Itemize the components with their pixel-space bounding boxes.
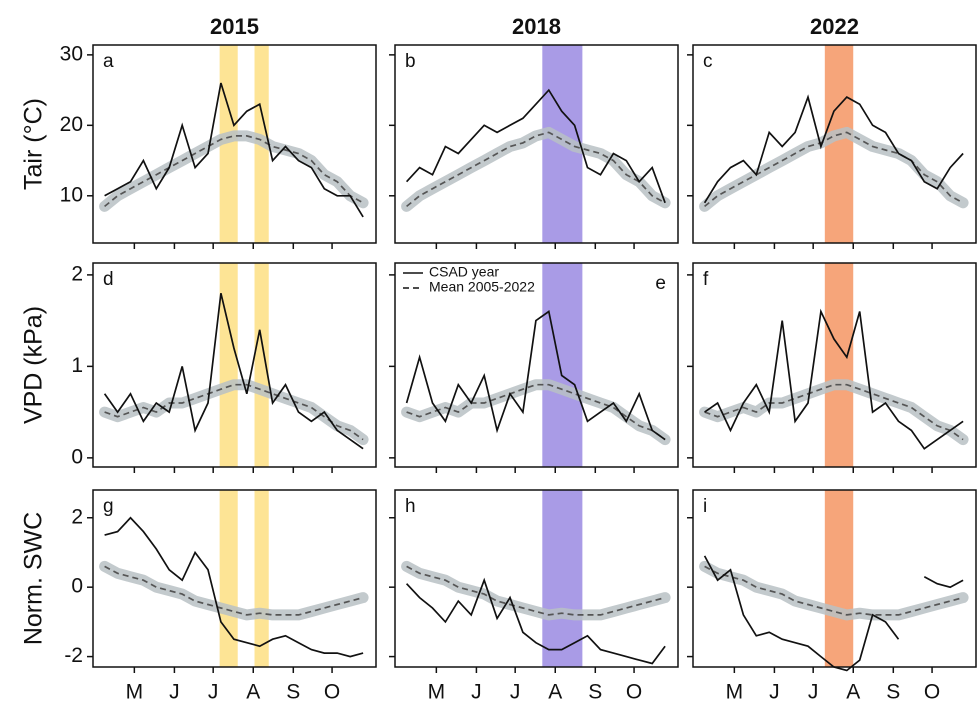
y-tick-label: 2: [71, 262, 83, 285]
highlight-band: [824, 263, 854, 467]
panel-frame: [394, 44, 679, 244]
line: [703, 555, 900, 672]
line: [704, 565, 964, 616]
band: [401, 126, 671, 212]
panel-frame: [92, 44, 377, 244]
y-axis-label: Norm. SWC: [20, 512, 48, 645]
panel-frame: [92, 489, 377, 668]
legend-label: Mean 2005-2022: [429, 279, 535, 295]
x-tick-label: A: [846, 681, 860, 704]
y-tick-label: 2: [71, 505, 83, 528]
x-tick-label: M: [726, 681, 744, 704]
line: [104, 135, 364, 208]
x-tick-label: J: [808, 681, 819, 704]
y-tick-label: 20: [60, 113, 83, 136]
panel: 0 1 2 VPD (kPa) d: [20, 262, 377, 473]
panel-frame: [394, 489, 679, 668]
panel: 2018 b: [389, 14, 679, 249]
panel-frame: [92, 262, 377, 468]
y-axis-label: VPD (kPa): [20, 306, 48, 424]
x-tick-label: S: [286, 681, 300, 704]
x-tick-label: S: [588, 681, 602, 704]
x-tick-label: J: [471, 681, 482, 704]
highlight-band: [542, 263, 583, 467]
line: [104, 565, 364, 616]
column-title: 2018: [512, 14, 561, 39]
x-tick-label: O: [324, 681, 340, 704]
x-tick-label: A: [246, 681, 260, 704]
panel-frame: [692, 262, 977, 468]
y-tick-label: 30: [60, 42, 83, 65]
panel-frame: [692, 44, 977, 244]
highlight-band: [824, 490, 854, 667]
x-tick-label: J: [208, 681, 219, 704]
panel-letter: a: [103, 51, 114, 72]
panel: 10 20 30 2015 Tair (°C) a: [20, 14, 377, 249]
panel-letter: c: [703, 51, 713, 72]
x-tick-label: O: [924, 681, 940, 704]
line: [704, 383, 964, 441]
panel-frame: [394, 262, 679, 468]
panel: M J J A S Oh: [389, 489, 679, 704]
line: [405, 310, 666, 441]
line: [405, 577, 666, 665]
panel-frame: [692, 489, 977, 668]
panel-letter: b: [405, 51, 416, 72]
panel: 2022 c: [687, 14, 977, 249]
highlight-band: [254, 263, 269, 467]
column-title: 2015: [210, 14, 259, 39]
line: [406, 565, 666, 616]
highlight-band: [254, 490, 269, 667]
line: [406, 131, 666, 208]
panel: f: [687, 262, 977, 473]
panel-letter: i: [703, 496, 707, 517]
y-axis-label: Tair (°C): [20, 98, 48, 190]
line: [704, 131, 964, 208]
x-tick-label: O: [626, 681, 642, 704]
legend-label: CSAD year: [429, 264, 499, 280]
y-tick-label: 1: [71, 354, 83, 377]
y-tick-label: 0: [71, 575, 83, 598]
panel-letter: g: [103, 496, 114, 517]
line: [703, 94, 964, 204]
highlight-band: [219, 490, 238, 667]
x-tick-label: A: [548, 681, 562, 704]
x-tick-label: J: [769, 681, 780, 704]
panel: -2 0 2 M J J A S O Norm. SWC g: [20, 489, 377, 704]
line: [704, 308, 964, 450]
panel: M J J A S Oi: [687, 489, 977, 704]
line: [405, 88, 666, 204]
line: [104, 383, 364, 441]
y-tick-label: -2: [64, 644, 83, 667]
line: [923, 576, 964, 589]
x-tick-label: J: [169, 681, 180, 704]
highlight-band: [542, 490, 583, 667]
x-tick-label: J: [510, 681, 521, 704]
panel-letter: f: [703, 269, 709, 290]
panel-letter: e: [655, 273, 666, 294]
panel-letter: h: [405, 496, 416, 517]
x-tick-label: M: [126, 681, 144, 704]
highlight-band: [219, 263, 238, 467]
x-tick-label: S: [886, 681, 900, 704]
y-tick-label: 10: [60, 183, 83, 206]
y-tick-label: 0: [71, 445, 83, 468]
band: [401, 560, 671, 621]
band: [401, 379, 671, 446]
panel-letter: d: [103, 269, 114, 290]
column-title: 2022: [810, 14, 859, 39]
x-tick-label: M: [428, 681, 446, 704]
line: [104, 516, 364, 658]
line: [103, 293, 364, 450]
line: [104, 82, 364, 218]
